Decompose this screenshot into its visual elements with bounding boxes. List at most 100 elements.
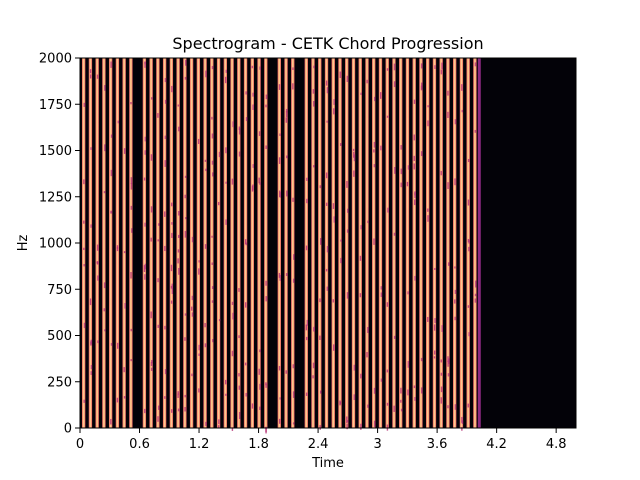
spectral-band [210,58,214,428]
speckle [454,178,456,186]
speckle [265,104,267,108]
x-axis-label: Time [311,456,344,471]
speckle [320,238,322,245]
spectral-band [419,58,423,428]
speckle [285,108,288,113]
speckle [467,305,470,308]
spectral-speckles [83,59,477,434]
speckle [468,246,470,252]
speckle [407,389,409,396]
speckle [110,134,113,138]
speckle [171,202,173,207]
spectral-band [284,58,288,428]
x-tick-label: 0 [76,437,84,452]
speckle [434,318,436,324]
speckle [292,197,294,202]
speckle [205,421,207,426]
speckle [218,419,220,425]
speckle [244,239,247,245]
speckle [238,151,241,157]
speckle [130,272,132,279]
speckle [319,335,321,340]
spectral-band [216,58,221,428]
spectral-band [331,58,335,428]
speckle [177,408,180,412]
speckle [325,172,328,179]
speckle [319,425,321,430]
speckle [333,216,335,223]
speckle [164,77,167,83]
speckle [319,298,321,303]
speckle [198,260,200,263]
speckle [441,62,443,70]
speckle [380,378,383,382]
spectral-band [426,58,430,428]
spectral-band [466,58,470,428]
speckle [286,155,288,159]
speckle [353,394,355,401]
speckle [89,74,92,79]
speckle [204,343,207,348]
speckle [231,427,234,431]
speckle [440,397,442,404]
speckle [306,177,308,181]
speckle [332,203,335,209]
speckle [170,300,173,304]
spectral-band [102,58,106,428]
speckle [393,405,395,412]
speckle [420,387,423,394]
speckle [339,71,341,79]
speckle [279,274,281,281]
speckle [454,316,456,321]
speckle [420,357,423,362]
speckle [90,371,92,375]
speckle [212,172,214,177]
speckle [420,151,423,157]
speckle [245,91,247,95]
speckle [339,401,341,405]
speckle [191,373,193,377]
y-axis-label: Hz [16,235,31,252]
spectral-band [250,58,254,428]
speckle [171,222,173,225]
speckle [278,418,281,424]
speckle [151,359,153,364]
speckle [104,144,106,152]
speckle [198,268,200,275]
speckle [158,223,160,226]
speckle [420,63,423,69]
speckle [252,184,254,191]
speckle [211,262,213,265]
speckle [171,85,173,93]
speckle [292,391,295,398]
x-tick-label: 4.8 [546,437,567,452]
spectral-band [142,58,147,428]
speckle [90,340,92,345]
speckle [252,104,254,110]
speckle [474,62,477,67]
speckle [440,359,442,363]
speckle [467,403,469,408]
speckle [144,150,146,155]
speckle [252,92,254,97]
speckle [374,96,376,102]
speckle [413,99,416,104]
speckle [211,65,214,70]
speckle [353,364,355,371]
speckle [474,129,477,133]
speckle [232,312,234,320]
speckle [83,264,85,267]
speckle [447,182,449,189]
spectral-band [459,58,464,428]
speckle [278,157,281,164]
spectral-band [392,58,396,428]
speckle [305,336,308,341]
speckle [218,201,220,206]
speckle [252,164,254,168]
speckle [164,160,166,167]
speckle [244,362,247,366]
spectral-band [318,58,322,428]
spectral-band [189,58,194,428]
speckle [319,185,322,189]
